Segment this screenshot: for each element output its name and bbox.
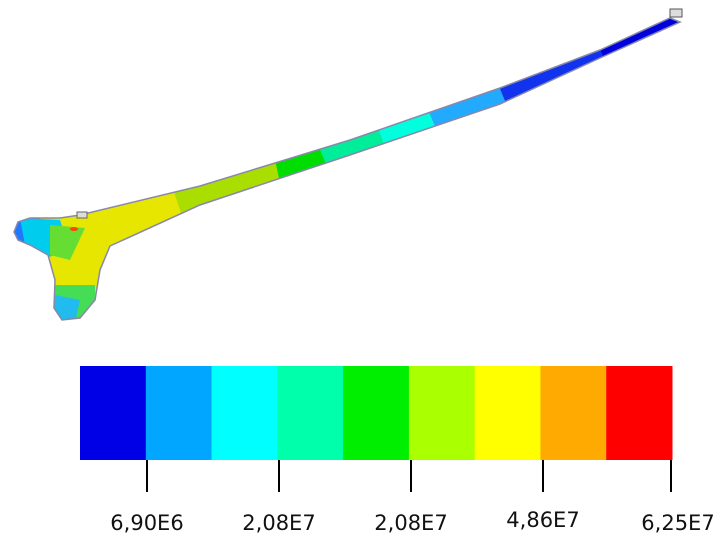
legend-tick-label-2: 2,08E7 (242, 511, 315, 535)
part-band-7 (498, 45, 610, 108)
legend-tick-label-5: 6,25E7 (641, 511, 714, 535)
legend-ticks (146, 460, 672, 492)
legend-tick-labels: 6,90E6 2,08E7 2,08E7 4,86E7 6,25E7 (110, 508, 714, 535)
legend-color-bar (80, 366, 673, 460)
legend-tick-label-3: 2,08E7 (374, 511, 447, 535)
part-root-green (50, 225, 85, 260)
legend-tick-label-4: 4,86E7 (506, 508, 579, 532)
legend-band-1 (80, 366, 147, 460)
legend-band-2 (145, 366, 213, 460)
legend-band-8 (540, 366, 607, 460)
fe-part-outline (13, 17, 682, 321)
legend-band-4 (277, 366, 344, 460)
legend-band-5 (343, 366, 410, 460)
legend-band-9 (606, 366, 673, 460)
part-hotspot-orange (106, 272, 118, 278)
part-hotspot-red (70, 227, 78, 231)
legend-band-7 (474, 366, 541, 460)
part-band-2 (170, 160, 280, 240)
node-marker-right (669, 8, 683, 18)
node-marker-left (76, 211, 88, 219)
legend-band-3 (211, 366, 278, 460)
part-band-6 (428, 85, 510, 138)
legend-band-6 (408, 366, 476, 460)
legend-tick-label-1: 6,90E6 (110, 511, 183, 535)
